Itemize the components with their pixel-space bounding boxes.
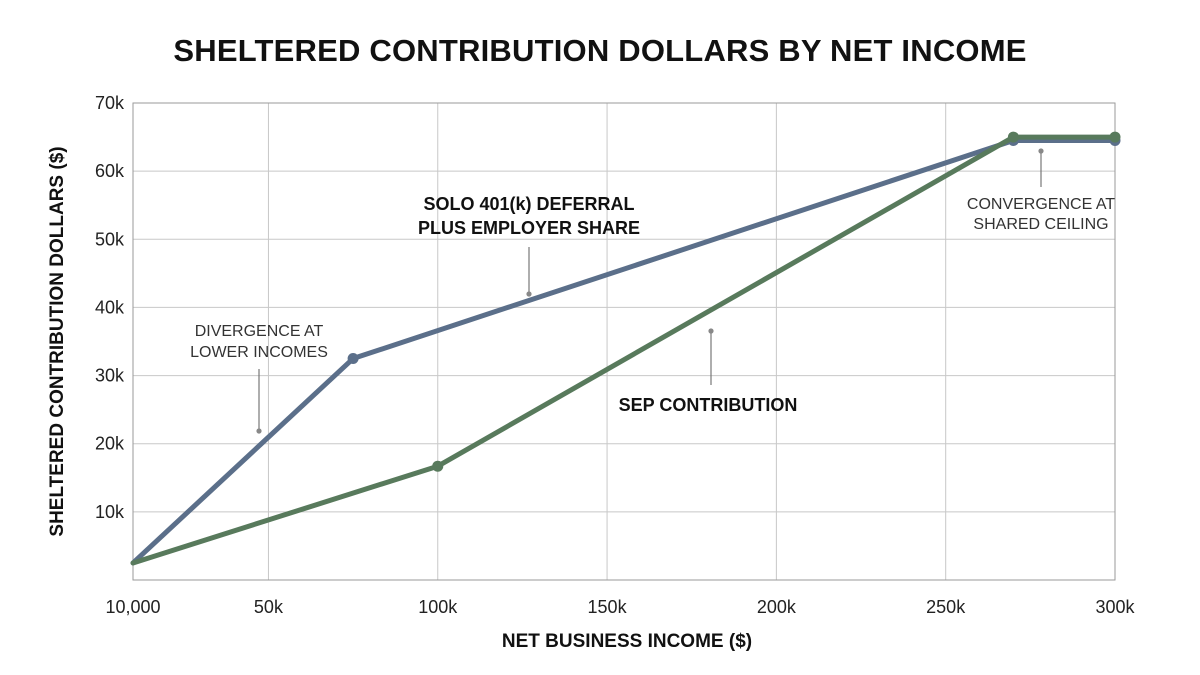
annotation-text-divergence: LOWER INCOMES bbox=[190, 344, 328, 361]
annotation-text-solo: SOLO 401(k) DEFERRAL bbox=[423, 194, 634, 214]
series-sep bbox=[130, 131, 1121, 566]
x-tick-label: 50k bbox=[254, 597, 284, 617]
series-lines bbox=[130, 131, 1121, 566]
y-tick-label: 40k bbox=[95, 297, 125, 317]
annotation-dot bbox=[526, 291, 532, 297]
plot-frame bbox=[132, 102, 1116, 581]
series-line-sep bbox=[130, 134, 1118, 566]
y-tick-label: 50k bbox=[95, 229, 125, 249]
x-tick-label: 100k bbox=[418, 597, 458, 617]
x-tick-label: 10,000 bbox=[105, 597, 160, 617]
y-tick-label: 10k bbox=[95, 502, 125, 522]
x-axis-ticks: 10,000 50k 100k 150k 200k 250k 300k bbox=[105, 597, 1135, 617]
data-point-sep bbox=[1109, 131, 1121, 143]
x-axis-title: NET BUSINESS INCOME ($) bbox=[502, 631, 752, 652]
x-tick-label: 250k bbox=[926, 597, 966, 617]
y-tick-label: 70k bbox=[95, 93, 125, 113]
annotation-convergence: CONVERGENCE AT SHARED CEILING bbox=[967, 148, 1115, 233]
annotation-text-solo: PLUS EMPLOYER SHARE bbox=[418, 218, 640, 238]
annotation-text-convergence: CONVERGENCE AT bbox=[967, 196, 1115, 213]
data-point-sep bbox=[432, 460, 444, 472]
annotation-text-divergence: DIVERGENCE AT bbox=[195, 323, 324, 340]
annotation-dot bbox=[1038, 148, 1044, 154]
y-axis-ticks: 10k 20k 30k 40k 50k 60k 70k bbox=[95, 93, 125, 522]
series-line-solo401k bbox=[130, 137, 1118, 566]
x-tick-label: 150k bbox=[588, 597, 628, 617]
y-axis-title: SHELTERED CONTRIBUTION DOLLARS ($) bbox=[47, 146, 68, 536]
annotation-dot bbox=[256, 428, 262, 434]
annotation-text-sep: SEP CONTRIBUTION bbox=[619, 395, 798, 415]
data-point-sep bbox=[1007, 131, 1019, 143]
annotation-solo: SOLO 401(k) DEFERRAL PLUS EMPLOYER SHARE bbox=[418, 194, 640, 297]
annotation-sep: SEP CONTRIBUTION bbox=[619, 328, 798, 415]
data-point-solo401k bbox=[347, 353, 359, 365]
annotation-text-convergence: SHARED CEILING bbox=[973, 216, 1108, 233]
y-tick-label: 20k bbox=[95, 434, 125, 454]
x-tick-label: 300k bbox=[1095, 597, 1135, 617]
y-tick-label: 60k bbox=[95, 161, 125, 181]
annotation-divergence: DIVERGENCE AT LOWER INCOMES bbox=[190, 323, 328, 434]
annotation-dot bbox=[708, 328, 714, 334]
x-tick-label: 200k bbox=[757, 597, 797, 617]
chart-title: SHELTERED CONTRIBUTION DOLLARS BY NET IN… bbox=[173, 33, 1027, 68]
y-tick-label: 30k bbox=[95, 366, 125, 386]
gridlines bbox=[132, 102, 1116, 580]
